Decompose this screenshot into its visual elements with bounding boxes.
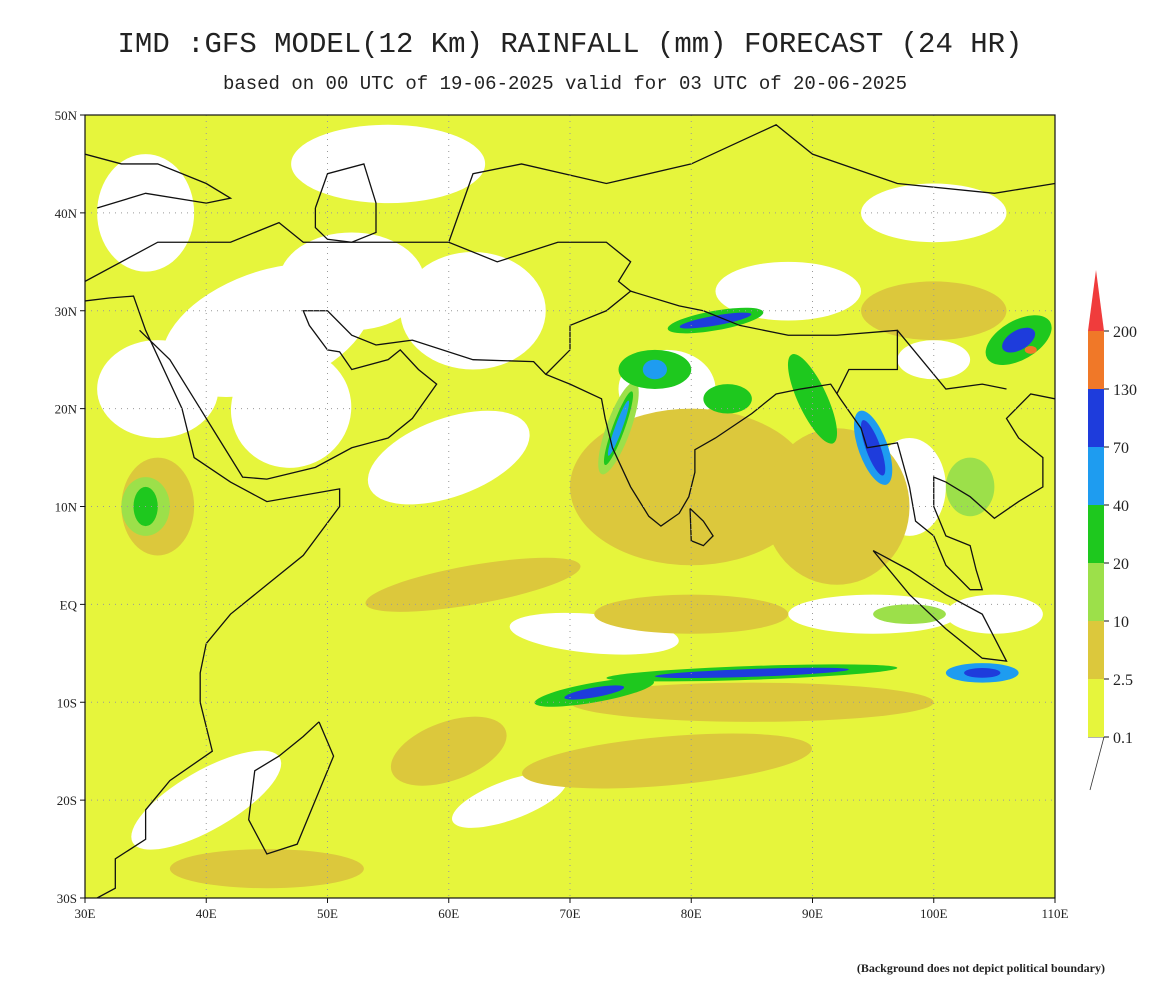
rain-patch [1024,345,1037,354]
lon-tick-label: 60E [438,906,459,921]
footnote: (Background does not depict political bo… [857,961,1105,975]
border-west [85,221,632,375]
rain-patch [964,667,1001,678]
lat-tick-label: EQ [60,597,78,612]
lat-tick-label: 40N [55,206,78,221]
africa-coast [85,295,341,898]
rain-patch [365,557,581,612]
rain-patch [703,384,752,414]
colorbar-segment [1088,679,1104,737]
rain-patch [945,457,995,517]
colorbar-label: 10 [1113,614,1129,631]
rain-patch [715,261,861,321]
asia-coast [139,310,1055,591]
rain-patch [97,340,219,438]
lon-tick-label: 70E [560,906,581,921]
border-east [896,329,1007,390]
rain-patch [452,772,567,828]
rain-patch [169,849,364,889]
lon-tick-label: 90E [802,906,823,921]
rain-patch [607,400,630,456]
lon-tick-label: 110E [1042,906,1069,921]
colorbar-high-triangle [1088,270,1104,331]
lon-tick-label: 80E [681,906,702,921]
colorbar-label: 20 [1113,556,1129,573]
lat-tick-label: 20N [55,402,78,417]
rain-patch [131,750,282,850]
lat-tick-label: 30S [57,891,77,906]
border-central [448,124,1055,243]
axis-ticks: 30E 40E 50E 60E 70E 80E 90E 100E 110E 50N 40N 30N 20… [55,108,1069,921]
rain-patch [873,604,946,624]
rain-patch [679,312,752,329]
lon-tick-label: 100E [920,906,948,921]
subtitle: based on 00 UTC of 19-06-2025 valid for … [223,73,907,95]
colorbar: 0.1 2.5 10 20 40 70 130 200 [1088,270,1137,791]
black-sea [85,153,233,209]
colorbar-segment [1088,447,1104,505]
colorbar-segment [1088,621,1104,679]
colorbar-low-triangle [1088,736,1105,791]
rain-patch [230,349,352,468]
colorbar-label: 0.1 [1113,730,1133,747]
rain-patch [1002,327,1036,353]
colorbar-label: 70 [1113,440,1129,457]
lon-tick-label: 40E [196,906,217,921]
colorbar-label: 200 [1113,324,1137,341]
rain-patch [897,340,971,380]
colorbar-label: 2.5 [1113,672,1133,689]
lat-tick-label: 50N [55,108,78,123]
rain-patch [860,420,886,476]
rain-patch [654,667,849,679]
sumatra [872,549,1008,662]
rain-patch [594,594,789,634]
rain-patch [861,281,1007,341]
lon-tick-label: 30E [75,906,96,921]
title: IMD :GFS MODEL(12 Km) RAINFALL (mm) FORE… [118,28,1023,61]
rain-patch [787,354,838,444]
lat-tick-label: 10N [55,500,78,515]
rain-patch [522,733,812,789]
caspian [314,163,377,243]
lat-tick-label: 10S [57,695,77,710]
colorbar-segment [1088,331,1104,389]
rain-patch [400,252,546,370]
rain-patch [564,685,625,700]
madagascar [248,721,335,855]
colorbar-label: 40 [1113,498,1129,515]
rain-patch [945,594,1043,634]
lat-tick-label: 30N [55,304,78,319]
colorbar-segment [1088,563,1104,621]
rain-patch [291,124,486,204]
colorbar-segment [1088,505,1104,563]
rain-patch [861,183,1007,243]
lat-tick-label: 20S [57,793,77,808]
lon-tick-label: 50E [317,906,338,921]
colorbar-label: 130 [1113,382,1137,399]
border-north [630,290,899,395]
rain-patch [642,359,667,380]
rain-patch [279,232,425,331]
colorbar-segment [1088,389,1104,447]
